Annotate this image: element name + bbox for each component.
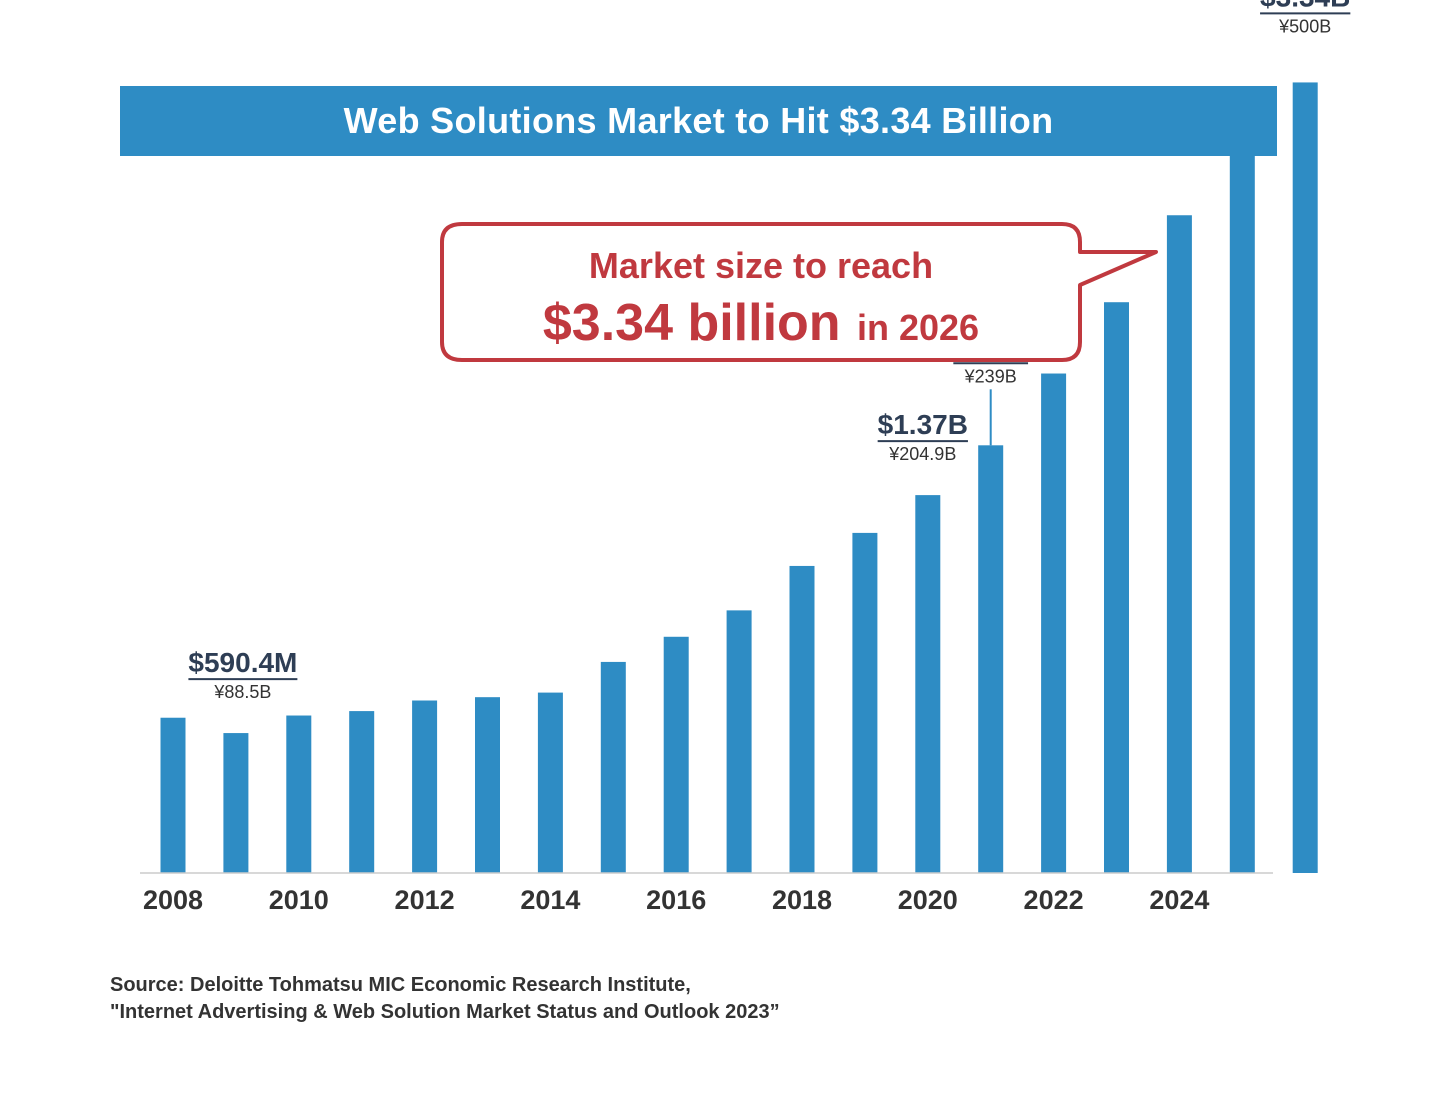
tick-label-2014: 2014 bbox=[520, 885, 580, 915]
callout-amount: $3.34 billion bbox=[543, 294, 841, 352]
bar-2008 bbox=[160, 717, 186, 873]
annotation-jpy-2009: ¥88.5B bbox=[213, 682, 271, 702]
tick-label-2016: 2016 bbox=[646, 885, 706, 915]
callout-bubble: Market size to reach $3.34 billion in 20… bbox=[440, 222, 1158, 362]
bar-2024 bbox=[1166, 215, 1192, 874]
bar-2019 bbox=[852, 532, 878, 873]
bar-2023 bbox=[1104, 302, 1129, 874]
annotation-jpy-2020: ¥204.9B bbox=[888, 444, 956, 464]
annotation-jpy-2026: ¥500B bbox=[1278, 16, 1331, 36]
annotations-group: $590.4M¥88.5B$1.37B¥204.9B$1.6B¥239B$3.3… bbox=[188, 0, 1351, 702]
bar-2014 bbox=[537, 692, 563, 873]
source-note: Source: Deloitte Tohmatsu MIC Economic R… bbox=[110, 972, 780, 1026]
bar-2025 bbox=[1229, 139, 1255, 874]
bar-2016 bbox=[663, 636, 689, 873]
bar-2010 bbox=[286, 715, 312, 873]
tick-label-2020: 2020 bbox=[898, 885, 958, 915]
tick-label-2018: 2018 bbox=[772, 885, 832, 915]
bar-2013 bbox=[475, 697, 500, 873]
bar-2020 bbox=[915, 495, 941, 873]
bar-2011 bbox=[349, 711, 375, 873]
bar-2021 bbox=[978, 445, 1004, 873]
tick-label-2010: 2010 bbox=[269, 885, 329, 915]
callout-suffix: in 2026 bbox=[857, 307, 979, 348]
bar-2017 bbox=[726, 610, 752, 873]
bar-2022 bbox=[1041, 373, 1067, 873]
source-line1: Source: Deloitte Tohmatsu MIC Economic R… bbox=[110, 974, 691, 996]
callout-line1: Market size to reach bbox=[589, 245, 933, 286]
bar-2026 bbox=[1292, 82, 1318, 873]
tick-label-2024: 2024 bbox=[1149, 885, 1209, 915]
bars-group bbox=[160, 82, 1318, 874]
tick-label-2008: 2008 bbox=[143, 885, 203, 915]
callout-shape bbox=[440, 222, 1158, 362]
bar-2015 bbox=[600, 661, 626, 873]
annotation-usd-2026: $3.34B bbox=[1260, 0, 1350, 12]
chart-title: Web Solutions Market to Hit $3.34 Billio… bbox=[343, 100, 1054, 141]
callout-line2: $3.34 billion in 2026 bbox=[543, 294, 979, 352]
tick-label-2012: 2012 bbox=[395, 885, 455, 915]
tick-label-2022: 2022 bbox=[1024, 885, 1084, 915]
bar-2009 bbox=[223, 733, 249, 873]
annotation-jpy-2021: ¥239B bbox=[964, 366, 1017, 386]
annotation-usd-2020: $1.37B bbox=[878, 409, 968, 440]
annotation-usd-2009: $590.4M bbox=[188, 647, 297, 678]
x-axis-ticks: 2008 2010 2012 2014 2016 2018 2020 2022 2024 bbox=[143, 885, 1209, 915]
source-line2: "Internet Advertising & Web Solution Mar… bbox=[110, 1001, 780, 1023]
bar-2018 bbox=[789, 565, 815, 873]
title-banner: Web Solutions Market to Hit $3.34 Billio… bbox=[120, 86, 1277, 156]
bar-2012 bbox=[412, 700, 438, 873]
